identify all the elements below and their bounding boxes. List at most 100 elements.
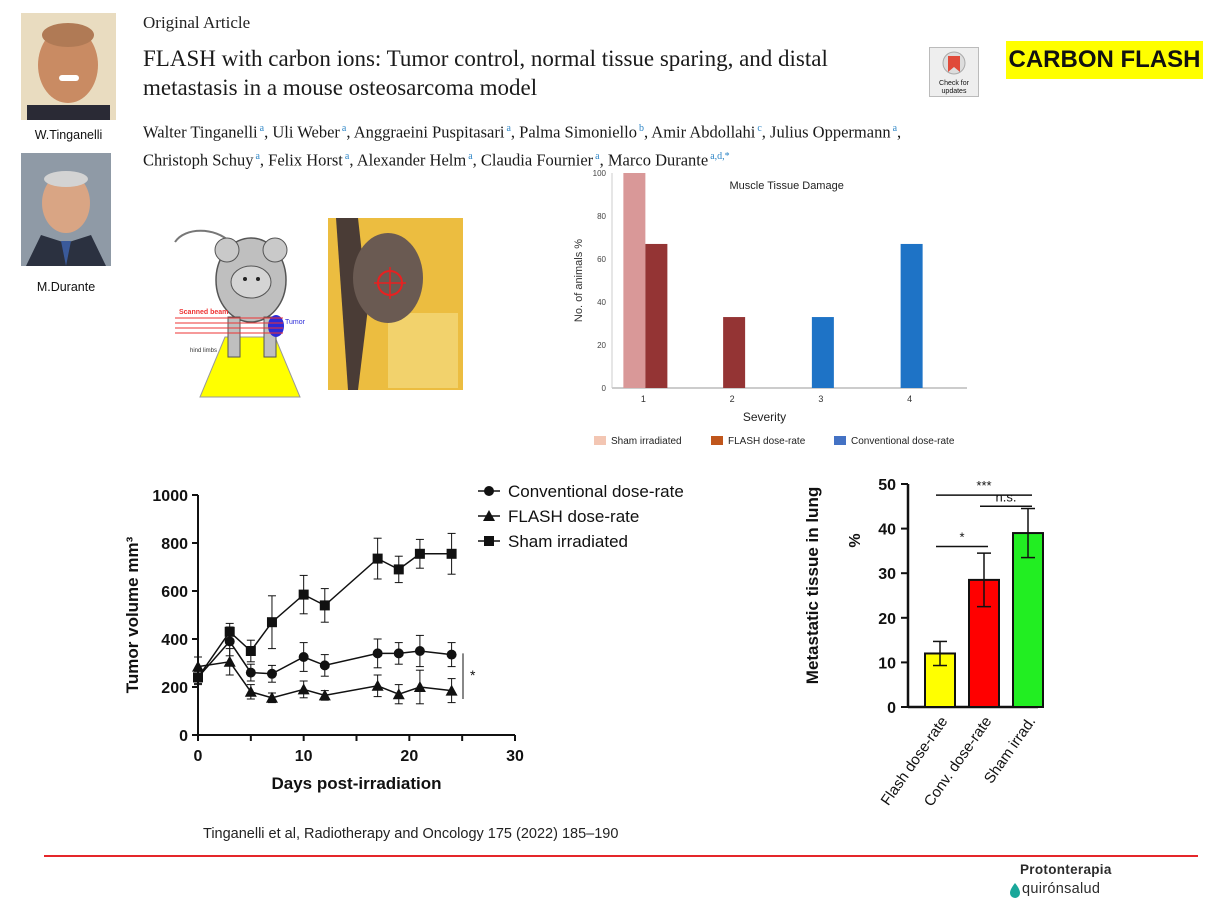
y-tick-label: 40 [597, 298, 606, 307]
y-unit-label: % [847, 533, 864, 547]
data-point [319, 600, 330, 611]
mouse-eye [243, 277, 247, 281]
author-affiliation[interactable]: a [255, 150, 260, 162]
bar-sham-irradiated [623, 173, 646, 388]
significance-label: *** [976, 478, 991, 493]
data-point [445, 684, 458, 696]
beam-cone [199, 336, 301, 398]
x-tick-label: 4 [907, 394, 912, 404]
data-point [224, 626, 235, 637]
y-tick-label: 20 [878, 611, 896, 628]
author-affiliation[interactable]: a [259, 123, 265, 134]
author-affiliation[interactable]: a [341, 123, 347, 134]
legend-label: Sham irradiated [508, 532, 628, 551]
data-point [192, 660, 204, 672]
data-point [393, 648, 404, 659]
bar-conventional-dose-rate [900, 243, 923, 388]
author-name: Julius Oppermann [770, 122, 891, 142]
y-tick-label: 50 [878, 477, 896, 494]
tumor-marker [268, 315, 284, 337]
mouse-photo [328, 218, 463, 390]
author-name: Felix Horst [268, 150, 343, 169]
portrait-tinganelli-photo [21, 13, 116, 120]
logo-drop-icon [1010, 883, 1020, 898]
y-tick-label: 0 [602, 384, 607, 393]
legend-swatch [711, 436, 723, 445]
legend-label: FLASH dose-rate [508, 507, 639, 526]
data-point [245, 667, 256, 678]
x-tick-label: 2 [730, 394, 735, 404]
author-affiliation[interactable]: a [595, 150, 600, 162]
y-tick-label: 20 [597, 341, 606, 350]
legend-label: Sham irradiated [611, 436, 682, 447]
author-name: Uli Weber [272, 122, 340, 142]
data-point [297, 683, 310, 695]
author-name: Amir Abdollahi [651, 122, 756, 142]
y-tick-label: 800 [161, 536, 188, 553]
data-point [193, 672, 203, 683]
muscle-damage-chart: 0 20 40 60 80 100 Muscle Tissue Damage No. of a… [573, 169, 967, 447]
y-tick-label: 400 [161, 632, 188, 649]
mouse-eye [256, 277, 260, 281]
data-point [393, 564, 404, 575]
x-tick-label: 0 [194, 748, 203, 765]
tumor-volume-chart: 0 200 400 600 800 1000 0 10 20 30 Days post-irradi… [123, 482, 684, 793]
legend-swatch [594, 436, 606, 445]
data-point [484, 486, 494, 496]
portrait-caption-tinganelli: W.Tinganelli [34, 128, 103, 142]
data-point [484, 536, 494, 546]
y-tick-label: 40 [878, 522, 896, 539]
article-title: FLASH with carbon ions: Tumor control, n… [143, 46, 828, 100]
author-name: Claudia Fournier [480, 150, 594, 169]
check-updates-label: Check for updates [939, 80, 969, 95]
series-sham-irradiated [193, 532, 457, 684]
y-tick-label: 0 [179, 728, 188, 745]
logo-line2: quirónsalud [1022, 881, 1101, 897]
author-affiliation[interactable]: a [344, 150, 350, 162]
x-tick-label: 3 [818, 394, 823, 404]
author-affiliation[interactable]: b [638, 123, 644, 134]
author-affiliation[interactable]: a [892, 123, 898, 134]
y-tick-label: 600 [161, 584, 188, 601]
y-tick-label: 100 [593, 169, 607, 178]
data-point [298, 652, 309, 662]
author-list: Walter Tinganelli a, Uli Weber a, Anggraei… [143, 122, 902, 170]
author-affiliation[interactable]: a [468, 150, 473, 162]
author-name: Anggraeini Puspitasari [353, 122, 505, 142]
data-point [371, 679, 384, 691]
series-flash-dose-rate [192, 648, 458, 705]
x-tick-label: 1 [641, 394, 646, 404]
bar-flash-dose-rate [723, 317, 746, 388]
author-name: Palma Simoniello [519, 122, 637, 142]
author-affiliation[interactable]: a,d,* [710, 150, 730, 162]
data-point [392, 688, 405, 700]
mouse-leg-left [227, 316, 241, 358]
y-tick-label: 30 [878, 566, 896, 583]
y-tick-label: 200 [161, 680, 188, 697]
data-point [446, 649, 457, 660]
mouse-ear-left [214, 237, 240, 263]
series-line [197, 640, 452, 678]
portrait-caption-durante: M.Durante [36, 280, 96, 294]
tumor-label: Tumor [285, 319, 306, 326]
author-affiliation[interactable]: c [757, 123, 762, 134]
y-axis-label: Metastatic tissue in lung [803, 487, 822, 684]
x-axis-label: Severity [743, 410, 786, 424]
author-name: Alexander Helm [356, 150, 467, 169]
check-for-updates-badge[interactable]: Check for updates [929, 47, 979, 97]
x-tick-label: 30 [506, 748, 524, 765]
x-axis-label: Days post-irradiation [271, 774, 441, 793]
bar-sham-irrad- [1012, 532, 1044, 708]
data-point [266, 617, 277, 628]
y-tick-label: 0 [887, 700, 896, 717]
data-point [372, 648, 383, 659]
data-point [244, 685, 257, 697]
y-tick-label: 60 [597, 255, 606, 264]
divider-line [44, 855, 1198, 857]
author-name: Marco Durante [607, 150, 709, 169]
author-affiliation[interactable]: a [506, 123, 511, 134]
data-point [372, 553, 383, 564]
chart-title: Muscle Tissue Damage [730, 180, 844, 192]
data-point [446, 548, 457, 559]
